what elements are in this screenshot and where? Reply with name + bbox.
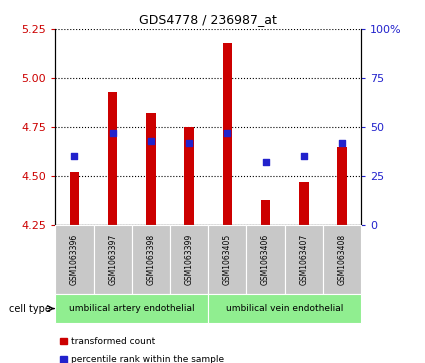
Point xyxy=(224,130,231,136)
Bar xyxy=(146,113,156,225)
Bar xyxy=(223,43,232,225)
Point xyxy=(339,140,346,146)
Text: GSM1063408: GSM1063408 xyxy=(337,234,347,285)
Bar xyxy=(299,182,309,225)
Text: umbilical artery endothelial: umbilical artery endothelial xyxy=(69,304,195,313)
Point xyxy=(147,138,154,144)
Bar xyxy=(184,127,194,225)
Point xyxy=(186,140,193,146)
Bar xyxy=(70,172,79,225)
Point xyxy=(262,159,269,165)
Text: GSM1063405: GSM1063405 xyxy=(223,234,232,285)
Text: GSM1063398: GSM1063398 xyxy=(146,234,156,285)
Bar xyxy=(108,92,117,225)
Text: GSM1063407: GSM1063407 xyxy=(299,234,309,285)
Bar xyxy=(261,200,270,225)
Point xyxy=(71,154,78,159)
Text: percentile rank within the sample: percentile rank within the sample xyxy=(71,355,224,363)
Text: cell type: cell type xyxy=(9,303,51,314)
Text: GSM1063397: GSM1063397 xyxy=(108,234,117,285)
Text: GSM1063399: GSM1063399 xyxy=(184,234,194,285)
Bar xyxy=(337,147,347,225)
Text: umbilical vein endothelial: umbilical vein endothelial xyxy=(226,304,343,313)
Point xyxy=(300,154,307,159)
Point xyxy=(109,130,116,136)
Text: transformed count: transformed count xyxy=(71,337,156,346)
Text: GSM1063406: GSM1063406 xyxy=(261,234,270,285)
Title: GDS4778 / 236987_at: GDS4778 / 236987_at xyxy=(139,13,277,26)
Text: GSM1063396: GSM1063396 xyxy=(70,234,79,285)
